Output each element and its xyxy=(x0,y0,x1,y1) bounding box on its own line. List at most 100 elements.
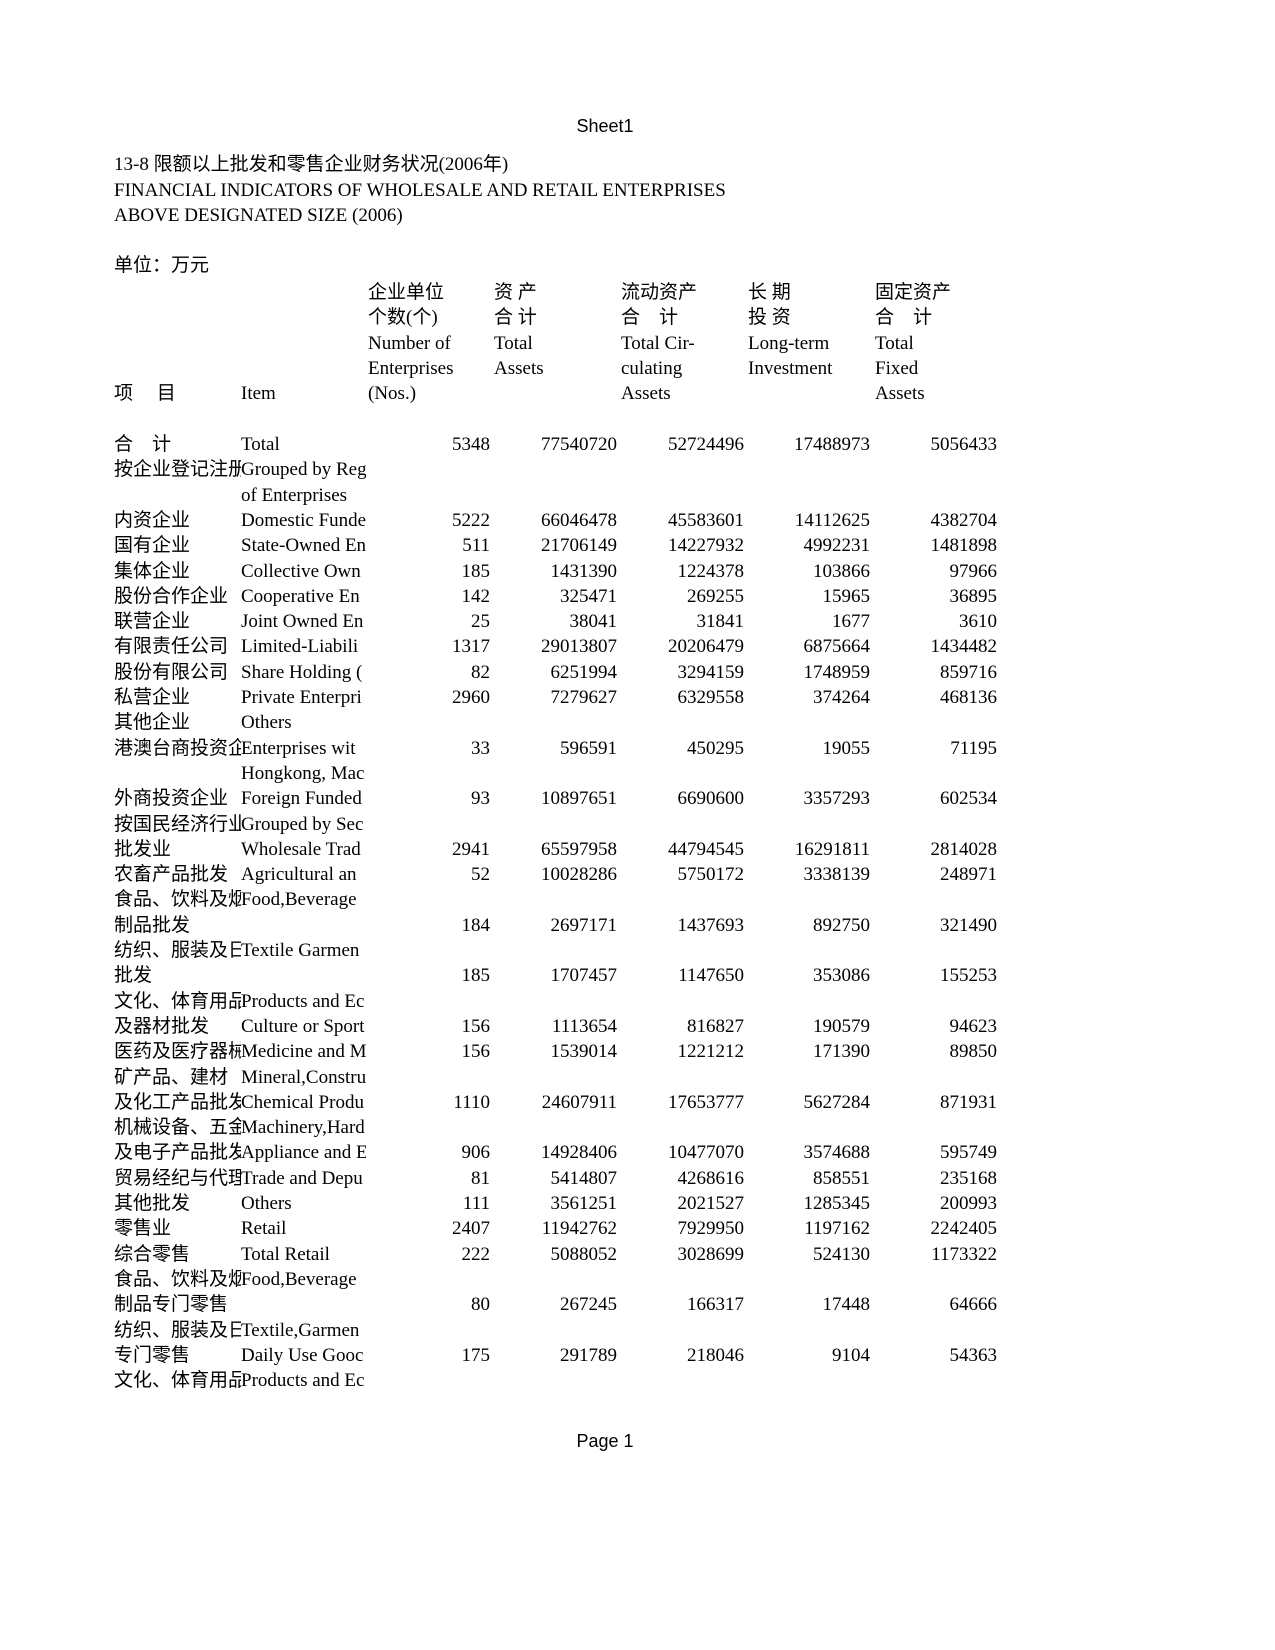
row-value-col5: 94623 xyxy=(949,1015,998,1037)
row-value-col4: 1285345 xyxy=(803,1193,871,1214)
row-value-col5: 2242405 xyxy=(930,1218,998,1240)
row-value-col2: 1431390 xyxy=(550,560,618,582)
row-item-en: Total Retail xyxy=(241,1243,330,1265)
table-row: 食品、饮料及烟 Food,Beverage xyxy=(0,1267,1100,1292)
row-value-col5: 3610 xyxy=(959,611,997,633)
row-value-col3: 6690600 xyxy=(677,788,745,810)
row-value-col4: 103866 xyxy=(813,560,870,582)
row-item-en: Collective Own xyxy=(241,560,361,582)
table-row: 机械设备、五金 Machinery,Hard xyxy=(0,1115,1100,1140)
header-item-en: Item xyxy=(241,383,276,404)
row-value-col1: 81 xyxy=(471,1167,490,1189)
row-item-cn: 文化、体育用品 xyxy=(114,990,241,1012)
row-item-cn: 综合零售 xyxy=(114,1243,191,1265)
row-item-en: Foreign Funded xyxy=(241,788,362,810)
row-value-col3: 3294159 xyxy=(677,661,745,683)
row-value-col3: 166317 xyxy=(687,1294,744,1316)
row-item-en: Chemical Produ xyxy=(241,1091,364,1113)
table-row: 股份有限公司 Share Holding (82 6251994 3294159 174… xyxy=(0,660,1100,685)
row-value-col2: 14928406 xyxy=(541,1142,617,1164)
header-column-5-line: 固定资产 xyxy=(875,282,952,303)
row-item-cn: 矿产品、建材 xyxy=(114,1066,229,1088)
header-column-2-line: 合 计 xyxy=(494,307,537,329)
row-item-en: Others xyxy=(241,1193,292,1214)
row-value-col3: 1224378 xyxy=(677,560,745,582)
row-item-en: Retail xyxy=(241,1218,287,1240)
header-column-3-line: Total Cir- xyxy=(621,332,695,354)
row-item-cn: 及化工产品批发 xyxy=(114,1091,241,1113)
row-item-en: of Enterprises xyxy=(241,484,348,506)
header-column-1-line: 个数(个) xyxy=(368,307,438,329)
header-column-5-line: Assets xyxy=(875,383,925,405)
row-item-cn: 食品、饮料及烟 xyxy=(114,889,241,911)
header-column-1-line: Enterprises xyxy=(368,357,454,379)
row-value-col4: 14112625 xyxy=(794,509,870,531)
row-item-en: Textile Garmen xyxy=(241,940,360,961)
table-row: 贸易经纪与代理 Trade and Depu 81 5414807 4268616 858… xyxy=(0,1166,1100,1191)
row-item-cn: 其他批发 xyxy=(114,1193,191,1214)
row-item-cn: 及器材批发 xyxy=(114,1015,210,1037)
row-item-cn: 国有企业 xyxy=(114,535,191,557)
row-value-col3: 31841 xyxy=(696,611,745,633)
row-value-col3: 816827 xyxy=(687,1015,744,1037)
row-item-en: Medicine and M xyxy=(241,1041,366,1063)
unit-label: 单位：万元 xyxy=(114,255,210,276)
row-value-col5: 602534 xyxy=(940,788,997,810)
row-value-col5: 1434482 xyxy=(930,636,998,658)
table-row: 纺织、服装及日 Textile Garmen xyxy=(0,938,1100,963)
row-item-en: Culture or Sport xyxy=(241,1015,365,1037)
table-row: 专门零售 Daily Use Gooc 175 291789 218046 9104 543… xyxy=(0,1343,1100,1368)
row-item-cn: 股份合作企业 xyxy=(114,585,229,607)
row-item-en: Share Holding ( xyxy=(241,661,363,683)
row-value-col3: 6329558 xyxy=(677,687,745,708)
row-value-col2: 10897651 xyxy=(541,788,617,810)
row-value-col2: 29013807 xyxy=(541,636,617,658)
row-value-col1: 185 xyxy=(461,965,491,987)
row-value-col1: 511 xyxy=(462,535,490,557)
row-value-col5: 36895 xyxy=(949,585,998,607)
header-column-5-line: Total xyxy=(875,332,914,354)
row-value-col3: 10477070 xyxy=(668,1142,744,1164)
row-value-col2: 6251994 xyxy=(550,661,618,683)
row-value-col4: 374264 xyxy=(813,687,870,708)
header-column-4-line: Long-term xyxy=(748,332,830,354)
table-row: Hongkong, Mac xyxy=(0,761,1100,786)
row-value-col2: 5088052 xyxy=(550,1243,618,1265)
table-row: 综合零售 Total Retail 222 5088052 3028699 524130 1… xyxy=(0,1242,1100,1267)
row-value-col1: 5222 xyxy=(452,509,490,531)
row-value-col4: 16291811 xyxy=(794,838,870,860)
row-item-cn: 纺织、服装及日 xyxy=(114,940,241,961)
table-row: 及器材批发 Culture or Sport 156 1113654 816827 190… xyxy=(0,1014,1100,1039)
row-item-en: Appliance and E xyxy=(241,1142,366,1164)
row-value-col2: 596591 xyxy=(560,737,617,759)
row-value-col3: 3028699 xyxy=(677,1243,745,1265)
table-row: 批发 185 1707457 1147650 353086 155253 xyxy=(0,963,1100,988)
table-row: 零售业 Retail 2407 11942762 7929950 1197162 22424… xyxy=(0,1216,1100,1241)
row-value-col2: 24607911 xyxy=(541,1091,617,1113)
table-row: 按企业登记注册 Grouped by Reg xyxy=(0,457,1100,482)
row-value-col3: 17653777 xyxy=(668,1091,744,1113)
row-value-col5: 468136 xyxy=(940,687,997,708)
row-value-col2: 267245 xyxy=(560,1294,617,1316)
row-value-col5: 2814028 xyxy=(930,838,998,860)
row-item-cn: 文化、体育用品 xyxy=(114,1370,241,1392)
row-value-col2: 11942762 xyxy=(541,1218,617,1240)
row-value-col3: 52724496 xyxy=(668,434,744,455)
row-value-col5: 5056433 xyxy=(930,434,998,455)
row-value-col1: 906 xyxy=(461,1142,491,1164)
row-value-col2: 1113654 xyxy=(551,1015,617,1037)
row-value-col2: 77540720 xyxy=(541,434,617,455)
header-column-1-line: Number of xyxy=(368,332,451,354)
row-item-cn: 批发 xyxy=(114,965,153,987)
row-value-col2: 2697171 xyxy=(550,914,618,936)
row-value-col1: 156 xyxy=(461,1015,491,1037)
row-item-cn: 批发业 xyxy=(114,838,172,860)
row-value-col5: 595749 xyxy=(940,1142,997,1164)
row-item-en: Products and Ec xyxy=(241,1370,365,1392)
row-value-col2: 325471 xyxy=(560,585,617,607)
header-column-3-line: culating xyxy=(621,357,683,379)
row-value-col5: 64666 xyxy=(949,1294,998,1316)
row-item-en: Domestic Funde xyxy=(241,509,366,531)
header-column-2-line: 资 产 xyxy=(494,282,537,303)
row-value-col1: 93 xyxy=(471,788,490,810)
